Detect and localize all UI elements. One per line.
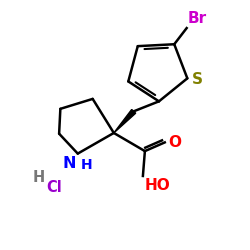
Text: H: H: [80, 158, 92, 172]
Text: O: O: [168, 135, 181, 150]
Polygon shape: [114, 110, 136, 133]
Text: Br: Br: [188, 10, 207, 26]
Text: N: N: [62, 156, 76, 170]
Text: H: H: [33, 170, 45, 185]
Text: S: S: [192, 72, 203, 87]
Text: Cl: Cl: [46, 180, 62, 195]
Text: HO: HO: [144, 178, 170, 194]
